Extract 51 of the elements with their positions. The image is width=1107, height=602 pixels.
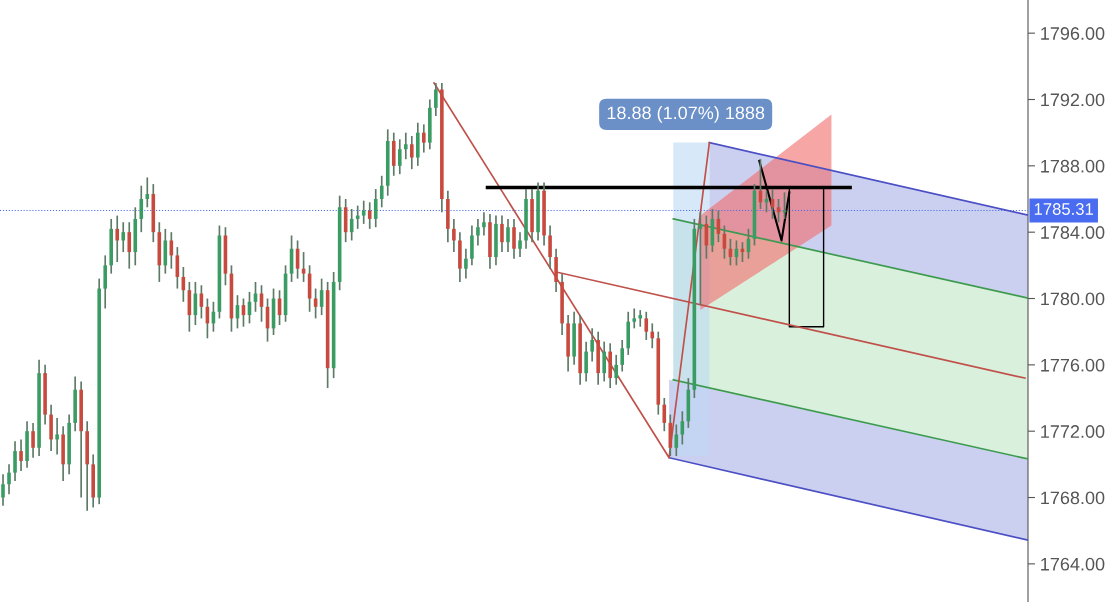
candlestick bbox=[602, 340, 606, 383]
candlestick bbox=[464, 247, 468, 280]
candlestick bbox=[403, 131, 408, 161]
candlestick bbox=[7, 463, 11, 496]
y-tick-label: 1792.00 bbox=[1041, 93, 1105, 107]
ref-line-label: 1785.31 bbox=[1034, 203, 1093, 215]
candlestick bbox=[662, 397, 667, 433]
candlestick bbox=[452, 218, 456, 253]
candlestick bbox=[482, 211, 486, 237]
candlestick bbox=[373, 188, 378, 229]
candlestick bbox=[103, 254, 108, 310]
annotation: 18.88 (1.07%) 1888 bbox=[607, 105, 765, 123]
candlestick bbox=[590, 327, 594, 363]
y-tick-label: 1796.00 bbox=[1041, 27, 1105, 40]
candlestick bbox=[476, 218, 480, 247]
y-tick-label: 1776.00 bbox=[1041, 358, 1105, 372]
candlestick bbox=[127, 221, 132, 270]
y-tick-label: 1788.00 bbox=[1041, 159, 1105, 173]
candlestick bbox=[139, 184, 144, 234]
candlestick bbox=[410, 135, 414, 170]
candlestick bbox=[145, 176, 150, 209]
candlestick bbox=[548, 224, 552, 270]
y-tick-label: 1768.00 bbox=[1041, 491, 1105, 505]
candlestick bbox=[518, 231, 522, 258]
candlestick bbox=[650, 322, 655, 350]
candlestick bbox=[470, 224, 474, 267]
candlestick bbox=[644, 310, 649, 341]
y-tick-label: 1764.00 bbox=[1041, 557, 1105, 571]
candlestick bbox=[115, 214, 120, 263]
candlestick bbox=[121, 221, 126, 253]
candlestick bbox=[632, 307, 637, 330]
y-tick-label: 1784.00 bbox=[1041, 226, 1105, 239]
candlestick bbox=[13, 440, 17, 482]
candlestick bbox=[500, 214, 504, 253]
candlestick bbox=[397, 138, 402, 175]
candlestick bbox=[379, 174, 384, 209]
y-tick-label: 1772.00 bbox=[1041, 425, 1105, 438]
y-tick-label: 1780.00 bbox=[1041, 292, 1105, 306]
candlestick bbox=[434, 82, 438, 117]
candlestick bbox=[367, 201, 372, 230]
candlestick bbox=[31, 422, 35, 459]
candlestick bbox=[1, 473, 5, 507]
candlestick bbox=[19, 438, 23, 472]
candlestick bbox=[638, 309, 643, 328]
candlestick bbox=[584, 340, 588, 383]
candlestick bbox=[506, 218, 510, 253]
candlestick bbox=[361, 199, 366, 225]
candlestick bbox=[512, 218, 516, 260]
candlestick bbox=[422, 123, 426, 154]
candlestick bbox=[620, 339, 625, 373]
candlestick bbox=[614, 354, 618, 386]
